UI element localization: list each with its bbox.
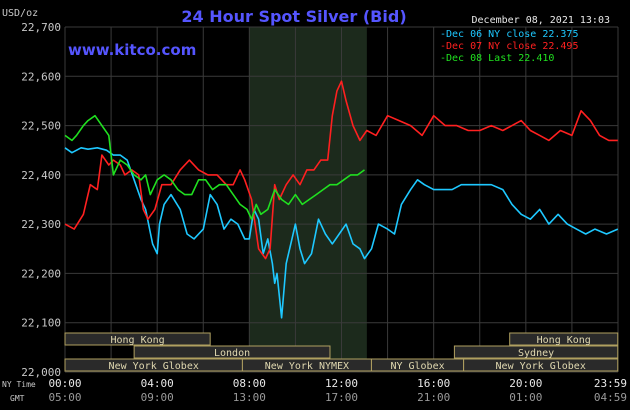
x-tick-label-gmt: 01:00	[509, 391, 542, 404]
session-label: Hong Kong	[110, 335, 164, 346]
series-lines	[64, 80, 619, 319]
y-tick-label: 22,700	[21, 21, 61, 34]
session-label: New York Globex	[496, 361, 586, 372]
session-label: NY Globex	[390, 361, 444, 372]
session-label: London	[214, 348, 250, 359]
session-label: Hong Kong	[537, 335, 591, 346]
session-label: Sydney	[518, 348, 554, 359]
y-tick-label: 22,000	[21, 366, 61, 379]
session-label: New York Globex	[109, 361, 199, 372]
session-label: New York NYMEX	[265, 361, 349, 372]
session-bar	[509, 332, 619, 346]
session-bar	[463, 358, 619, 372]
legend-entry: -Dec 08 Last 22.410	[440, 53, 554, 64]
y-unit-label: USD/oz	[2, 8, 38, 19]
legend: -Dec 06 NY close 22.375-Dec 07 NY close …	[440, 29, 578, 64]
legend-entry: -Dec 06 NY close 22.375	[440, 29, 578, 40]
x-tick-label-gmt: 05:00	[48, 391, 81, 404]
series-line	[64, 147, 619, 319]
y-tick-label: 22,400	[21, 169, 61, 182]
y-tick-labels: 22,000 22,100 22,200 22,300 22,400 22,500 22,6…	[21, 21, 61, 379]
session-bar	[453, 345, 619, 359]
x-tick-label-ny: 12:00	[325, 377, 358, 390]
series-line	[64, 80, 618, 260]
x-tick-label-gmt: 21:00	[417, 391, 450, 404]
gmt-label: GMT	[10, 394, 25, 403]
series-line	[64, 114, 365, 220]
y-tick-label: 22,500	[21, 120, 61, 133]
x-tick-label-ny: 00:00	[48, 377, 81, 390]
y-tick-label: 22,300	[21, 218, 61, 231]
x-tick-label-gmt: 09:00	[141, 391, 174, 404]
chart-title: 24 Hour Spot Silver (Bid)	[181, 7, 406, 26]
x-tick-label-gmt: 04:59	[594, 391, 627, 404]
x-tick-label-ny: 23:59	[594, 377, 627, 390]
x-tick-label-ny: 08:00	[233, 377, 266, 390]
y-tick-label: 22,100	[21, 317, 61, 330]
session-bars: Hong Kong Hong Kong London Sydney New York G…	[64, 332, 619, 372]
y-tick-label: 22,200	[21, 267, 61, 280]
ny-time-label: NY Time	[2, 380, 36, 389]
x-tick-label-gmt: 13:00	[233, 391, 266, 404]
x-tick-label-ny: 20:00	[509, 377, 542, 390]
y-tick-label: 22,600	[21, 70, 61, 83]
legend-entry: -Dec 07 NY close 22.495	[440, 41, 578, 52]
session-bar	[64, 332, 211, 346]
x-tick-label-gmt: 17:00	[325, 391, 358, 404]
x-tick-label-ny: 16:00	[417, 377, 450, 390]
watermark: www.kitco.com	[68, 41, 196, 59]
grid-layer	[64, 26, 619, 373]
timestamp: December 08, 2021 13:03	[472, 15, 610, 26]
session-bar	[133, 345, 331, 359]
x-tick-label-ny: 04:00	[141, 377, 174, 390]
